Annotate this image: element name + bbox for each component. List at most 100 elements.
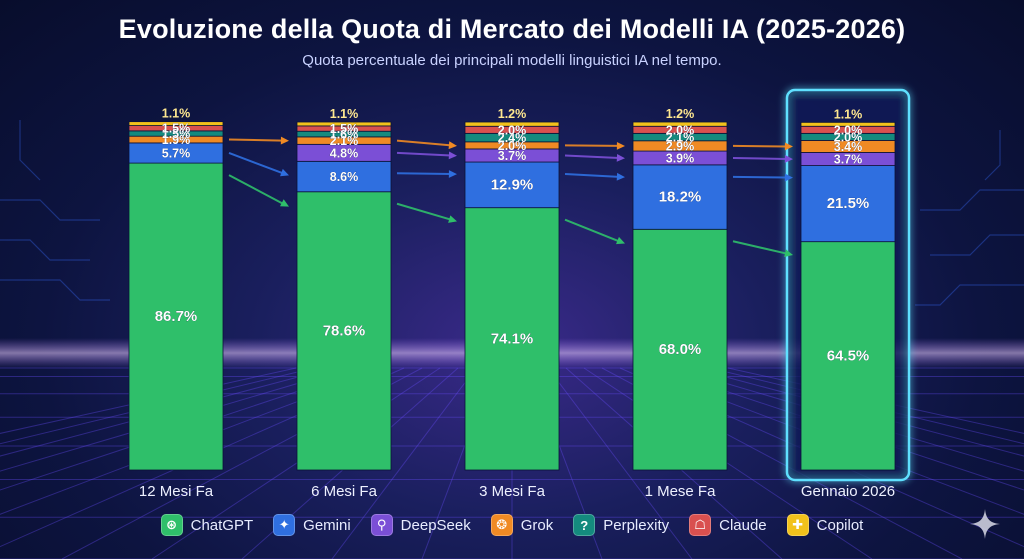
transition-arrowhead [448,151,457,160]
perplexity-question-icon: ? [573,514,596,536]
data-label-chatgpt-3: 68.0% [659,341,702,358]
transition-arrow [564,218,620,243]
data-label-claude-3: 2.0% [666,123,695,137]
data-label-deepseek-2: 3.7% [498,149,527,163]
bar-chatgpt-4 [800,241,896,471]
chart-title: Evoluzione della Quota di Mercato dei Mo… [118,14,906,44]
transition-arrowhead [280,199,289,207]
category-label-0: 12 Mesi Fa [139,483,214,500]
category-label-3: 1 Mese Fa [645,483,717,500]
data-label-perplexity-0: 1.5% [162,127,191,141]
transition-arrowhead [784,173,793,182]
data-label-chatgpt-0: 86.7% [155,308,198,325]
category-label-4: Gennaio 2026 [801,483,895,500]
legend-label: DeepSeek [400,516,471,534]
legend-label: ChatGPT [190,516,254,534]
bar-copilot-2 [464,121,560,127]
data-label-claude-0: 1.5% [162,122,191,136]
category-label-2: 3 Mesi Fa [479,483,546,500]
bar-gemini-1 [296,160,392,193]
data-label-claude-4: 2.0% [834,123,863,137]
data-label-perplexity-2: 2.4% [498,131,527,145]
transition-arrow [396,172,452,176]
bar-copilot-1 [296,121,392,127]
transition-arrow [732,156,788,161]
transition-arrow [228,138,284,142]
bar-gemini-3 [632,164,728,230]
bar-chatgpt-3 [632,228,728,471]
data-label-gemini-3: 18.2% [659,189,702,206]
bar-copilot-3 [632,121,728,127]
data-label-grok-0: 1.9% [162,133,191,147]
copilot-icon: ✚ [786,514,809,536]
transition-arrow [732,175,788,179]
category-label-1: 6 Mesi Fa [311,483,378,500]
transition-arrow [564,144,620,147]
data-label-perplexity-3: 2.1% [666,131,695,145]
data-label-grok-2: 2.0% [498,139,527,153]
data-label-copilot-1: 1.1% [330,107,359,121]
transition-arrowhead [448,141,457,150]
data-label-gemini-2: 12.9% [491,176,534,193]
legend-item-copilot: ✚ Copilot [786,514,863,536]
legend-item-chatgpt: ⊛ ChatGPT [160,514,254,536]
legend-item-perplexity: ? Perplexity [573,514,669,536]
claude-robot-icon: ☖ [689,514,712,536]
legend-item-grok: ❂ Grok [490,514,553,536]
legend-item-deepseek: ⚲ DeepSeek [370,514,471,536]
legend-label: Gemini [303,516,351,534]
data-label-copilot-2: 1.2% [498,107,527,121]
transition-arrow [396,139,452,147]
transition-arrowhead [784,155,793,163]
data-label-grok-3: 2.9% [666,139,695,153]
grok-brain-icon: ❂ [490,514,513,536]
data-label-gemini-0: 5.7% [162,146,191,160]
transition-arrowhead [616,153,625,162]
legend-label: Claude [719,516,767,534]
transition-arrowhead [616,172,625,181]
transition-arrowhead [448,170,457,178]
sparkle-icon [970,509,1000,539]
bar-copilot-4 [800,121,896,127]
legend-item-claude: ☖ Claude [689,514,767,536]
data-label-grok-1: 2.1% [330,134,359,148]
bar-chatgpt-2 [464,207,560,471]
chart-subtitle: Quota percentuale dei principali modelli… [302,52,722,69]
bar-gemini-4 [800,165,896,243]
data-label-deepseek-3: 3.9% [666,151,695,165]
data-label-perplexity-4: 2.0% [834,130,863,144]
transition-arrow [396,151,452,157]
data-label-chatgpt-1: 78.6% [323,322,366,339]
data-label-copilot-4: 1.1% [834,107,863,121]
data-label-deepseek-4: 3.7% [834,153,863,167]
transition-arrow [732,240,788,255]
bar-gemini-2 [464,161,560,209]
transition-arrow [228,174,284,205]
gemini-sparkle-icon: ✦ [273,514,296,536]
data-label-claude-1: 1.5% [330,122,359,136]
chatgpt-icon: ⊛ [160,514,183,536]
transition-arrow [564,154,620,159]
transition-arrowhead [448,215,457,223]
transition-arrowhead [616,236,625,245]
transition-arrow [732,144,788,148]
chart-legend: ⊛ ChatGPT ✦ Gemini ⚲ DeepSeek ❂ Grok ? Perplexity… [0,514,1024,536]
data-label-copilot-3: 1.2% [666,107,695,121]
bar-chatgpt-1 [296,191,392,471]
data-label-chatgpt-2: 74.1% [491,330,534,347]
data-label-copilot-0: 1.1% [162,107,191,121]
transition-arrowhead [784,142,793,151]
data-label-gemini-1: 8.6% [330,170,359,184]
data-label-claude-2: 2.0% [498,123,527,137]
transition-arrow [396,202,452,221]
bar-chatgpt-0 [128,162,224,471]
transition-arrowhead [616,141,625,150]
transition-arrowhead [280,136,289,145]
transition-arrowhead [784,249,793,258]
data-label-deepseek-1: 4.8% [330,146,359,160]
data-label-perplexity-1: 1.6% [330,128,359,142]
bar-copilot-0 [128,121,224,126]
data-label-grok-4: 3.4% [834,140,863,154]
data-label-chatgpt-4: 64.5% [827,347,870,364]
